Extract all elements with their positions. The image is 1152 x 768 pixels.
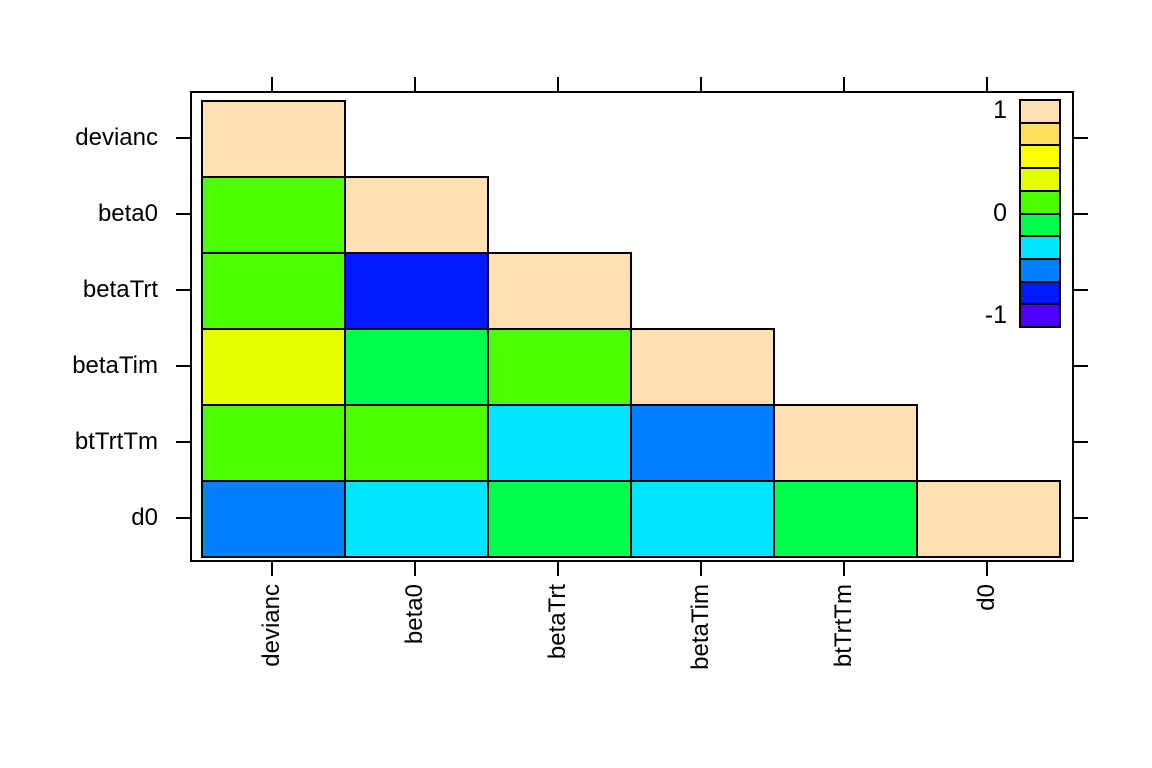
right-axis-tick: [1074, 289, 1088, 291]
right-axis-tick: [1074, 441, 1088, 443]
left-axis-tick: [176, 137, 190, 139]
matrix-cell: [630, 404, 775, 482]
legend-swatch: [1019, 303, 1061, 328]
legend-swatch: [1019, 144, 1061, 169]
y-axis-label: betaTim: [72, 352, 158, 379]
legend-swatch: [1019, 235, 1061, 260]
legend-swatch: [1019, 213, 1061, 237]
bottom-axis-tick: [557, 562, 559, 576]
bottom-axis-tick: [843, 562, 845, 576]
matrix-cell: [201, 404, 346, 482]
y-axis-label: devianc: [75, 124, 158, 151]
matrix-cell: [344, 176, 489, 254]
legend-tick-label: 1: [993, 96, 1007, 125]
top-axis-tick: [414, 77, 416, 91]
left-axis-tick: [176, 289, 190, 291]
legend-tick-label: -1: [984, 300, 1007, 329]
bottom-axis-tick: [271, 562, 273, 576]
matrix-cell: [773, 480, 918, 558]
legend-swatch: [1019, 167, 1061, 192]
matrix-cell: [201, 328, 346, 406]
top-axis-tick: [557, 77, 559, 91]
matrix-cell: [487, 328, 632, 406]
top-axis-tick: [986, 77, 988, 91]
right-axis-tick: [1074, 365, 1088, 367]
bottom-axis-tick: [700, 562, 702, 576]
matrix-cell: [630, 480, 775, 558]
x-axis-label: betaTim: [687, 584, 714, 670]
x-axis-label: betaTrt: [544, 584, 571, 660]
top-axis-tick: [700, 77, 702, 91]
matrix-cell: [344, 404, 489, 482]
top-axis-tick: [843, 77, 845, 91]
left-axis-tick: [176, 441, 190, 443]
y-axis-label: d0: [131, 504, 158, 531]
matrix-cell: [344, 252, 489, 330]
matrix-cell: [487, 480, 632, 558]
bottom-axis-tick: [986, 562, 988, 576]
matrix-cell: [201, 480, 346, 558]
matrix-cell: [344, 480, 489, 558]
legend-swatch: [1019, 122, 1061, 146]
right-axis-tick: [1074, 517, 1088, 519]
left-axis-tick: [176, 517, 190, 519]
right-axis-tick: [1074, 137, 1088, 139]
matrix-cell: [201, 100, 346, 178]
matrix-cell: [916, 480, 1061, 558]
matrix-cell: [487, 252, 632, 330]
legend-swatch: [1019, 281, 1061, 305]
legend-tick-label: 0: [993, 198, 1007, 227]
y-axis-label: beta0: [97, 200, 158, 227]
matrix-cell: [630, 328, 775, 406]
x-axis-label: d0: [973, 584, 1000, 611]
legend-swatch: [1019, 258, 1061, 283]
matrix-cell: [487, 404, 632, 482]
y-axis-label: betaTrt: [82, 276, 158, 303]
left-axis-tick: [176, 213, 190, 215]
right-axis-tick: [1074, 213, 1088, 215]
matrix-cell: [201, 252, 346, 330]
legend-swatch: [1019, 190, 1061, 215]
x-axis-label: devianc: [258, 584, 285, 667]
y-axis-label: btTrtTm: [74, 428, 158, 455]
x-axis-label: beta0: [401, 584, 428, 645]
left-axis-tick: [176, 365, 190, 367]
x-axis-label: btTrtTm: [830, 584, 857, 668]
legend-swatch: [1019, 99, 1061, 124]
matrix-cell: [773, 404, 918, 482]
matrix-cell: [344, 328, 489, 406]
bottom-axis-tick: [414, 562, 416, 576]
matrix-cell: [201, 176, 346, 254]
top-axis-tick: [271, 77, 273, 91]
